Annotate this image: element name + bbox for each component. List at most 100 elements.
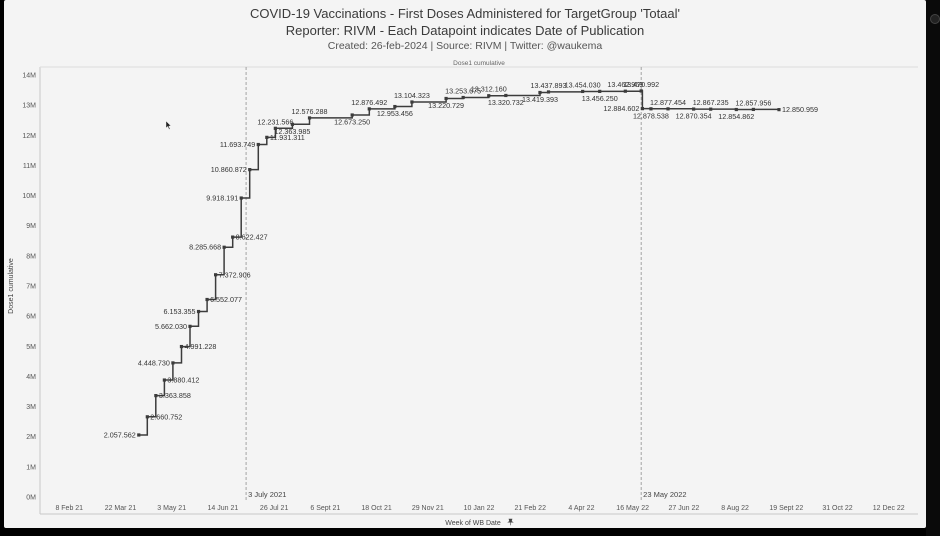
- data-point: [410, 100, 414, 104]
- chart-title: COVID-19 Vaccinations - First Doses Admi…: [249, 6, 681, 21]
- y-tick-label: 6M: [26, 314, 36, 321]
- data-label: 3.880.412: [167, 376, 199, 385]
- data-point: [222, 245, 226, 249]
- data-point: [137, 433, 141, 437]
- x-tick-label: 8 Aug 22: [721, 505, 749, 512]
- data-label: 3.363.858: [159, 391, 191, 400]
- x-tick-label: 27 Jun 22: [668, 505, 699, 512]
- x-tick-label: 6 Sept 21: [310, 505, 340, 512]
- data-point: [256, 142, 260, 147]
- data-label: 12.867.235: [693, 98, 729, 107]
- pin-icon: [507, 518, 514, 526]
- data-label: 13.253.675: [445, 86, 481, 95]
- data-label: 13.320.732: [488, 98, 524, 107]
- data-label: 13.470.992: [623, 80, 659, 89]
- data-point: [248, 168, 252, 172]
- data-label: 12.857.956: [735, 98, 771, 107]
- data-label: 8.285.668: [189, 243, 221, 252]
- x-tick-label: 18 Oct 21: [361, 505, 391, 512]
- chart-subtitle: Reporter: RIVM - Each Datapoint indicate…: [285, 23, 645, 38]
- data-point: [487, 94, 491, 98]
- data-label: 13.454.030: [565, 80, 601, 89]
- data-point: [188, 324, 192, 328]
- y-tick-label: 1M: [26, 464, 36, 471]
- y-tick-label: 0M: [26, 495, 36, 502]
- data-point: [367, 107, 371, 111]
- data-point: [196, 309, 201, 314]
- chart-header-label: Dose1 cumulative: [453, 60, 505, 67]
- data-label: 13.462.969: [607, 80, 643, 89]
- data-label: 12.877.454: [650, 98, 686, 107]
- y-tick-label: 8M: [26, 253, 36, 260]
- x-axis-title: Week of WB Date: [445, 520, 501, 527]
- x-tick-label: 31 Oct 22: [822, 505, 852, 512]
- y-tick-label: 13M: [22, 103, 36, 110]
- data-point: [504, 93, 508, 98]
- data-label: 6.153.355: [164, 307, 196, 316]
- data-point: [666, 107, 670, 111]
- data-point: [709, 107, 713, 111]
- data-label: 7.372.906: [219, 270, 251, 279]
- data-point: [179, 344, 184, 349]
- y-tick-label: 3M: [26, 404, 36, 411]
- reference-line-label: 23 May 2022: [643, 490, 686, 499]
- data-label: 13.456.250: [582, 94, 618, 103]
- data-point: [598, 89, 602, 93]
- reference-line-label: 3 July 2021: [248, 490, 286, 499]
- data-label: 12.854.862: [718, 112, 754, 121]
- mouse-pointer-icon: [166, 121, 172, 130]
- y-tick-label: 11M: [23, 163, 36, 170]
- data-label: 12.673.250: [334, 117, 370, 126]
- y-axis-title: Dose1 cumulative: [8, 258, 15, 314]
- x-tick-label: 3 May 21: [157, 505, 186, 512]
- data-label: 10.860.872: [211, 165, 247, 174]
- y-tick-label: 2M: [26, 434, 36, 441]
- data-label: 4.448.730: [138, 358, 170, 367]
- data-point: [581, 89, 585, 94]
- data-point: [171, 361, 175, 365]
- data-label: 12.870.354: [676, 112, 712, 121]
- data-point: [461, 95, 465, 100]
- data-point: [307, 116, 312, 120]
- data-point: [639, 89, 643, 93]
- data-point: [546, 90, 551, 94]
- data-label: 12.878.538: [633, 111, 669, 120]
- data-label: 12.884.602: [603, 104, 639, 113]
- data-label: 13.419.393: [522, 95, 558, 104]
- data-point: [145, 415, 149, 419]
- data-point: [239, 196, 243, 200]
- data-label: 12.231.566: [257, 117, 293, 126]
- x-tick-label: 4 Apr 22: [568, 505, 594, 512]
- x-tick-label: 26 Jul 21: [260, 505, 289, 512]
- data-label: 5.662.030: [155, 322, 187, 331]
- data-label: 4.991.228: [184, 342, 216, 351]
- data-label: 11.693.749: [220, 140, 255, 149]
- data-point: [538, 90, 542, 95]
- y-tick-label: 7M: [26, 284, 36, 291]
- data-point: [154, 394, 158, 398]
- y-tick-label: 14M: [22, 73, 36, 80]
- x-tick-label: 19 Sept 22: [769, 505, 803, 512]
- x-tick-label: 21 Feb 22: [514, 505, 546, 512]
- data-label: 9.918.191: [206, 194, 238, 203]
- data-label: 2.057.562: [104, 430, 136, 439]
- data-point: [734, 107, 738, 112]
- y-tick-label: 5M: [26, 344, 36, 351]
- data-point: [640, 107, 645, 111]
- x-tick-label: 12 Dec 22: [873, 505, 905, 512]
- data-point: [444, 96, 448, 101]
- data-label: 12.953.456: [377, 109, 413, 118]
- data-label: 11.931.311: [270, 133, 305, 142]
- data-point: [162, 378, 166, 382]
- data-point: [623, 89, 627, 93]
- x-tick-label: 10 Jan 22: [464, 505, 495, 512]
- data-label: 13.312.160: [471, 85, 507, 94]
- y-tick-label: 12M: [22, 133, 36, 140]
- data-label: 12.576.288: [292, 107, 328, 116]
- y-tick-label: 10M: [22, 193, 36, 200]
- y-tick-label: 4M: [26, 374, 36, 381]
- x-tick-label: 14 Jun 21: [208, 505, 239, 512]
- data-label: 13.104.323: [394, 91, 430, 100]
- x-tick-label: 8 Feb 21: [55, 505, 83, 512]
